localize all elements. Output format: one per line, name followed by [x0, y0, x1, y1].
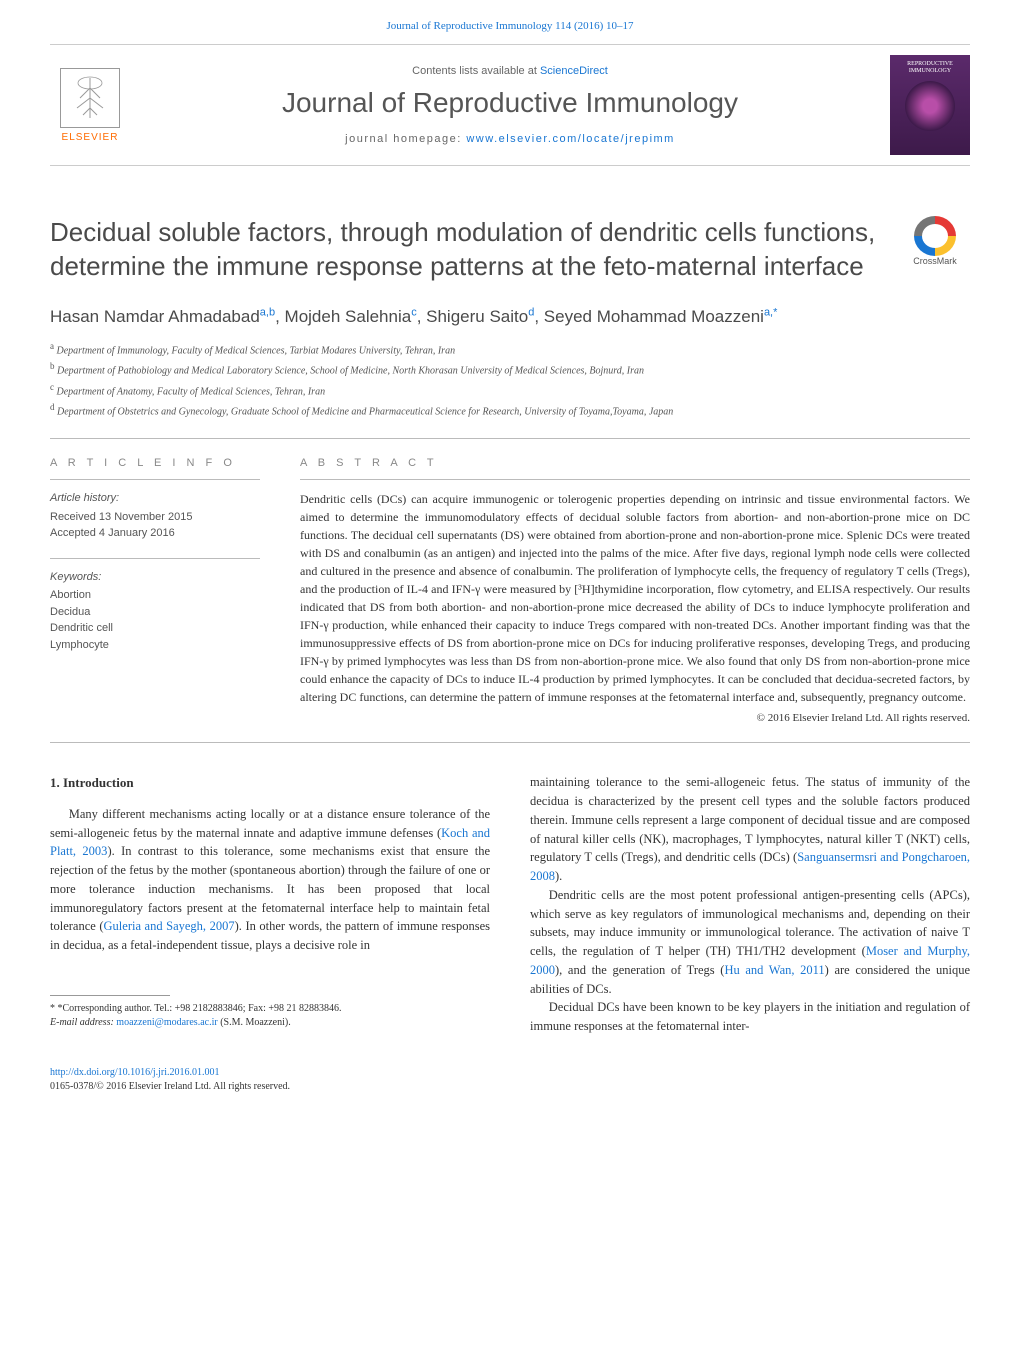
cover-image-icon — [905, 81, 955, 131]
keyword-item: Lymphocyte — [50, 637, 260, 654]
masthead: ELSEVIER Contents lists available at Sci… — [50, 44, 970, 166]
abstract-heading: A B S T R A C T — [300, 457, 970, 469]
running-header: Journal of Reproductive Immunology 114 (… — [50, 20, 970, 32]
accepted-date: Accepted 4 January 2016 — [50, 525, 260, 542]
article-info-column: A R T I C L E I N F O Article history: R… — [50, 457, 260, 724]
corresp-label: * *Corresponding author. Tel.: +98 21828… — [50, 1002, 490, 1016]
section-number: 1. — [50, 775, 60, 790]
citation-link[interactable]: Guleria and Sayegh, 2007 — [104, 919, 235, 933]
cover-title: REPRODUCTIVE IMMUNOLOGY — [896, 61, 964, 75]
sciencedirect-link[interactable]: ScienceDirect — [540, 65, 608, 77]
journal-name: Journal of Reproductive Immunology — [150, 87, 870, 119]
section-heading: 1. Introduction — [50, 773, 490, 793]
body-column-right: maintaining tolerance to the semi-alloge… — [530, 773, 970, 1036]
contents-line: Contents lists available at ScienceDirec… — [150, 65, 870, 77]
homepage-link[interactable]: www.elsevier.com/locate/jrepimm — [466, 133, 675, 145]
affiliation-item: a Department of Immunology, Faculty of M… — [50, 339, 970, 359]
history-label: Article history: — [50, 490, 260, 507]
citation-text: Journal of Reproductive Immunology 114 (… — [386, 20, 633, 32]
body-column-left: 1. Introduction Many different mechanism… — [50, 773, 490, 1036]
intro-paragraph-3: Decidual DCs have been known to be key p… — [530, 998, 970, 1036]
rule-bottom — [50, 742, 970, 743]
homepage-prefix: journal homepage: — [345, 133, 466, 145]
publisher-name: ELSEVIER — [62, 132, 119, 143]
received-date: Received 13 November 2015 — [50, 509, 260, 526]
abstract-text: Dendritic cells (DCs) can acquire immuno… — [300, 490, 970, 706]
contents-prefix: Contents lists available at — [412, 65, 540, 77]
citation-link[interactable]: Hu and Wan, 2011 — [724, 963, 824, 977]
email-link[interactable]: moazzeni@modares.ac.ir — [116, 1017, 217, 1028]
crossmark-icon — [914, 216, 956, 256]
publisher-logo: ELSEVIER — [50, 60, 130, 150]
doi-link[interactable]: http://dx.doi.org/10.1016/j.jri.2016.01.… — [50, 1067, 220, 1078]
homepage-line: journal homepage: www.elsevier.com/locat… — [150, 133, 870, 145]
corresponding-author-footnote: * *Corresponding author. Tel.: +98 21828… — [50, 1002, 490, 1030]
crossmark-label: CrossMark — [913, 256, 957, 266]
rule-top — [50, 438, 970, 439]
keywords-block: Keywords: AbortionDeciduaDendritic cellL… — [50, 569, 260, 654]
crossmark-badge[interactable]: CrossMark — [900, 216, 970, 266]
abstract-rule — [300, 479, 970, 480]
affiliation-item: c Department of Anatomy, Faculty of Medi… — [50, 380, 970, 400]
keyword-item: Abortion — [50, 587, 260, 604]
issn-copyright: 0165-0378/© 2016 Elsevier Ireland Ltd. A… — [50, 1081, 290, 1092]
article-info-heading: A R T I C L E I N F O — [50, 457, 260, 469]
intro-paragraph-1-cont: maintaining tolerance to the semi-alloge… — [530, 773, 970, 886]
info-rule-2 — [50, 558, 260, 559]
article-title: Decidual soluble factors, through modula… — [50, 216, 970, 284]
abstract-column: A B S T R A C T Dendritic cells (DCs) ca… — [300, 457, 970, 724]
keywords-label: Keywords: — [50, 569, 260, 586]
body-columns: 1. Introduction Many different mechanism… — [50, 773, 970, 1036]
intro-paragraph-1: Many different mechanisms acting locally… — [50, 805, 490, 955]
keyword-item: Dendritic cell — [50, 620, 260, 637]
affiliations: a Department of Immunology, Faculty of M… — [50, 339, 970, 420]
page-footer: http://dx.doi.org/10.1016/j.jri.2016.01.… — [50, 1066, 970, 1094]
keywords-list: AbortionDeciduaDendritic cellLymphocyte — [50, 587, 260, 653]
footnote-rule — [50, 995, 170, 996]
masthead-center: Contents lists available at ScienceDirec… — [150, 65, 870, 145]
corresp-email-line: E-mail address: moazzeni@modares.ac.ir (… — [50, 1016, 490, 1030]
elsevier-tree-icon — [60, 68, 120, 128]
authors-list: Hasan Namdar Ahmadabada,b, Mojdeh Salehn… — [50, 304, 970, 330]
journal-cover-thumbnail: REPRODUCTIVE IMMUNOLOGY — [890, 55, 970, 155]
info-rule — [50, 479, 260, 480]
intro-paragraph-2: Dendritic cells are the most potent prof… — [530, 886, 970, 999]
info-abstract-row: A R T I C L E I N F O Article history: R… — [50, 457, 970, 724]
title-block: Decidual soluble factors, through modula… — [50, 216, 970, 284]
article-history: Article history: Received 13 November 20… — [50, 490, 260, 542]
abstract-copyright: © 2016 Elsevier Ireland Ltd. All rights … — [300, 712, 970, 724]
affiliation-item: b Department of Pathobiology and Medical… — [50, 359, 970, 379]
affiliation-item: d Department of Obstetrics and Gynecolog… — [50, 400, 970, 420]
keyword-item: Decidua — [50, 604, 260, 621]
section-title: Introduction — [63, 775, 134, 790]
